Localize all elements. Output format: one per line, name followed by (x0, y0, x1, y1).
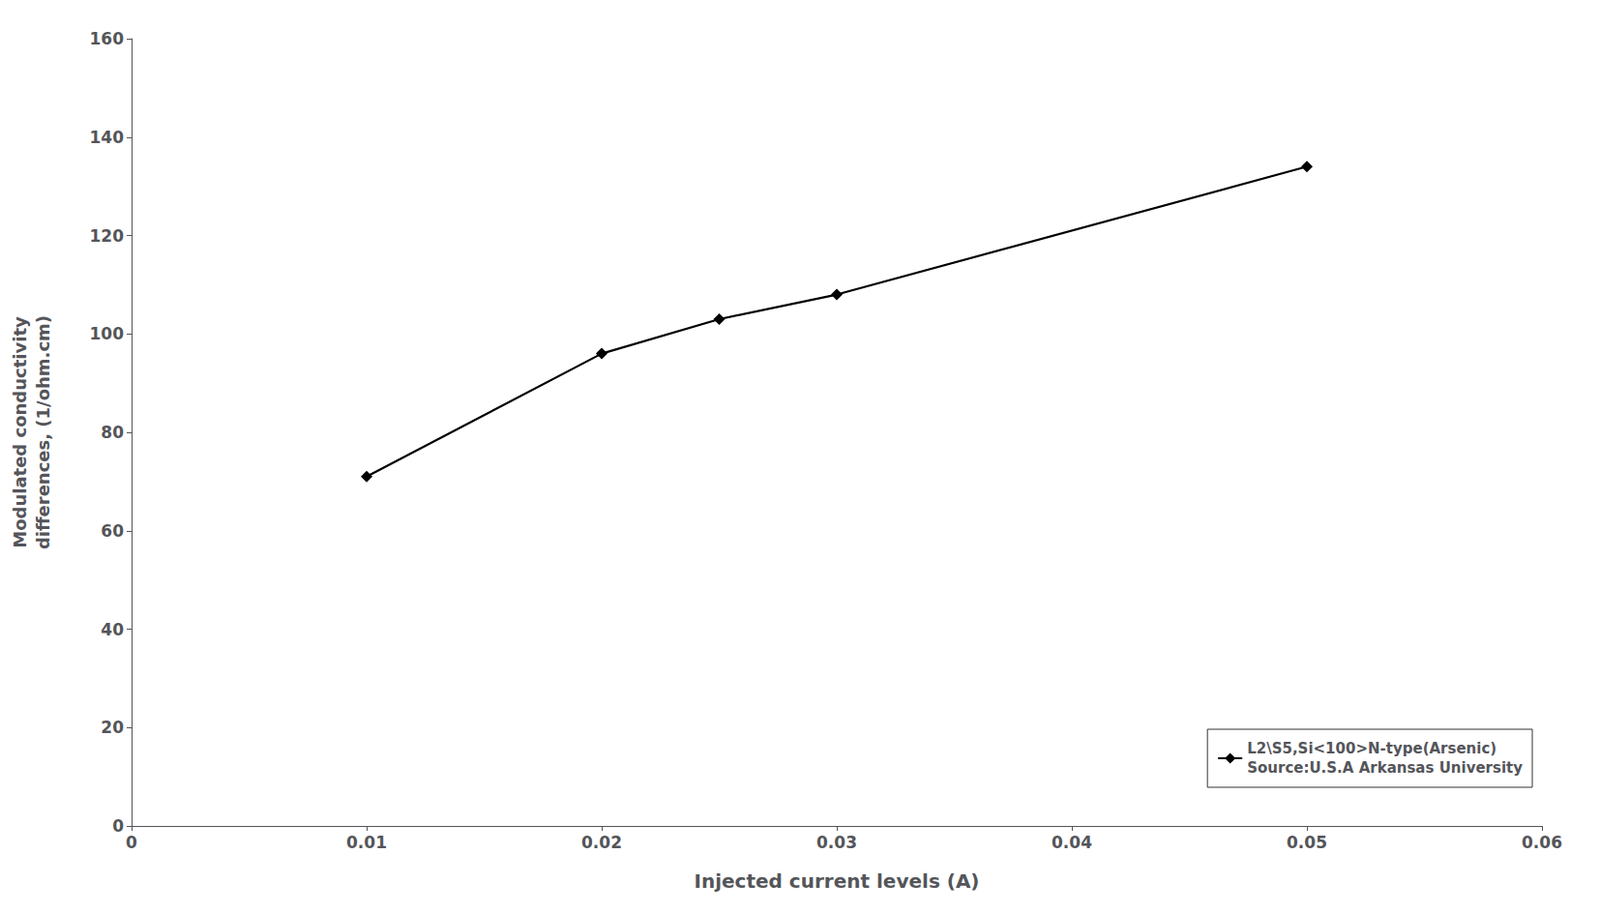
svg-text:0.02: 0.02 (581, 832, 623, 853)
svg-text:20: 20 (100, 717, 124, 738)
svg-text:0: 0 (112, 816, 124, 836)
svg-text:140: 140 (89, 127, 125, 148)
svg-text:0.06: 0.06 (1521, 832, 1563, 853)
svg-text:120: 120 (89, 226, 125, 246)
svg-text:40: 40 (100, 620, 124, 640)
svg-text:Source:U.S.A Arkansas Universi: Source:U.S.A Arkansas University (1246, 759, 1523, 777)
svg-text:Injected current levels (A): Injected current levels (A) (693, 869, 979, 893)
svg-text:100: 100 (89, 324, 125, 344)
svg-text:L2\S5,Si<100>N-type(Arsenic): L2\S5,Si<100>N-type(Arsenic) (1246, 740, 1497, 758)
svg-text:0.04: 0.04 (1051, 832, 1093, 853)
svg-text:0.03: 0.03 (816, 832, 858, 853)
svg-text:0.01: 0.01 (346, 832, 387, 853)
svg-text:80: 80 (100, 422, 124, 443)
svg-text:differences, (1/ohm.cm): differences, (1/ohm.cm) (32, 315, 54, 550)
svg-text:Modulated conductivity: Modulated conductivity (9, 316, 30, 549)
svg-text:160: 160 (89, 29, 125, 49)
svg-text:0: 0 (125, 832, 138, 853)
svg-text:60: 60 (100, 521, 124, 541)
svg-text:0.05: 0.05 (1286, 832, 1328, 853)
